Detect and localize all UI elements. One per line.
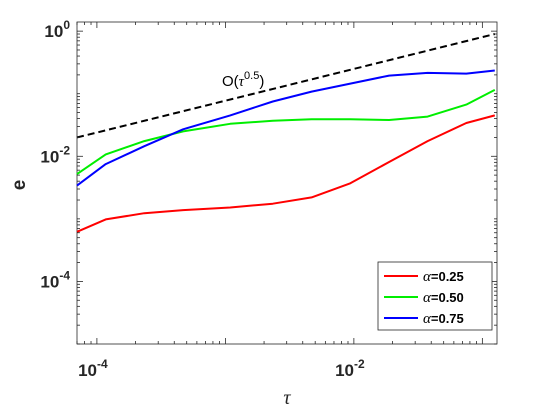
series-line-1 [76, 114, 496, 233]
chart-marks [76, 33, 496, 233]
legend-label-1: α=0.25 [423, 269, 464, 285]
legend: α=0.25 α=0.50 α=0.75 [377, 261, 493, 331]
legend-label-2: α=0.50 [423, 290, 464, 306]
x-tick-label: 10-2 [335, 357, 365, 380]
axis-ticks: 10-4 10-2 100 10-2 10-4 [40, 18, 497, 380]
reference-label: O(τ0.5) [222, 70, 264, 90]
y-tick-label: 100 [44, 18, 70, 41]
reference-annotation: O(τ0.5) [222, 70, 264, 90]
series-line-2 [76, 89, 496, 175]
y-axis-label: e [9, 180, 30, 191]
x-axis-label: τ [283, 387, 291, 409]
reference-line [76, 33, 496, 139]
x-tick-label: 10-4 [78, 357, 108, 380]
series-line-3 [76, 69, 495, 187]
y-tick-label: 10-4 [40, 268, 70, 291]
legend-label-3: α=0.75 [423, 311, 464, 327]
y-tick-label: 10-2 [40, 143, 70, 166]
axis-labels: τ e [9, 180, 291, 409]
